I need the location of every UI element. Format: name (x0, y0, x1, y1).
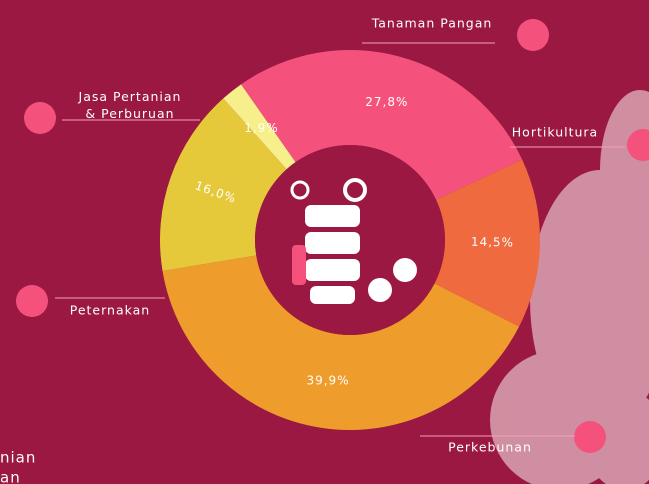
value-label: 14,5% (471, 235, 514, 250)
category-label: Tanaman Pangan (371, 16, 493, 31)
cut-off-text: nian (0, 449, 36, 467)
value-label: 1,9% (244, 121, 279, 135)
value-label: 39,9% (306, 373, 349, 387)
infographic: nian an 27,8% Tanaman Pangan 14,5% Hortikul… (0, 0, 649, 484)
value-label: 27,8% (365, 95, 408, 109)
category-label: Perkebunan (448, 440, 532, 455)
cut-off-text: an (0, 469, 21, 484)
category-label: Peternakan (70, 303, 150, 318)
category-label: Hortikultura (512, 125, 598, 140)
